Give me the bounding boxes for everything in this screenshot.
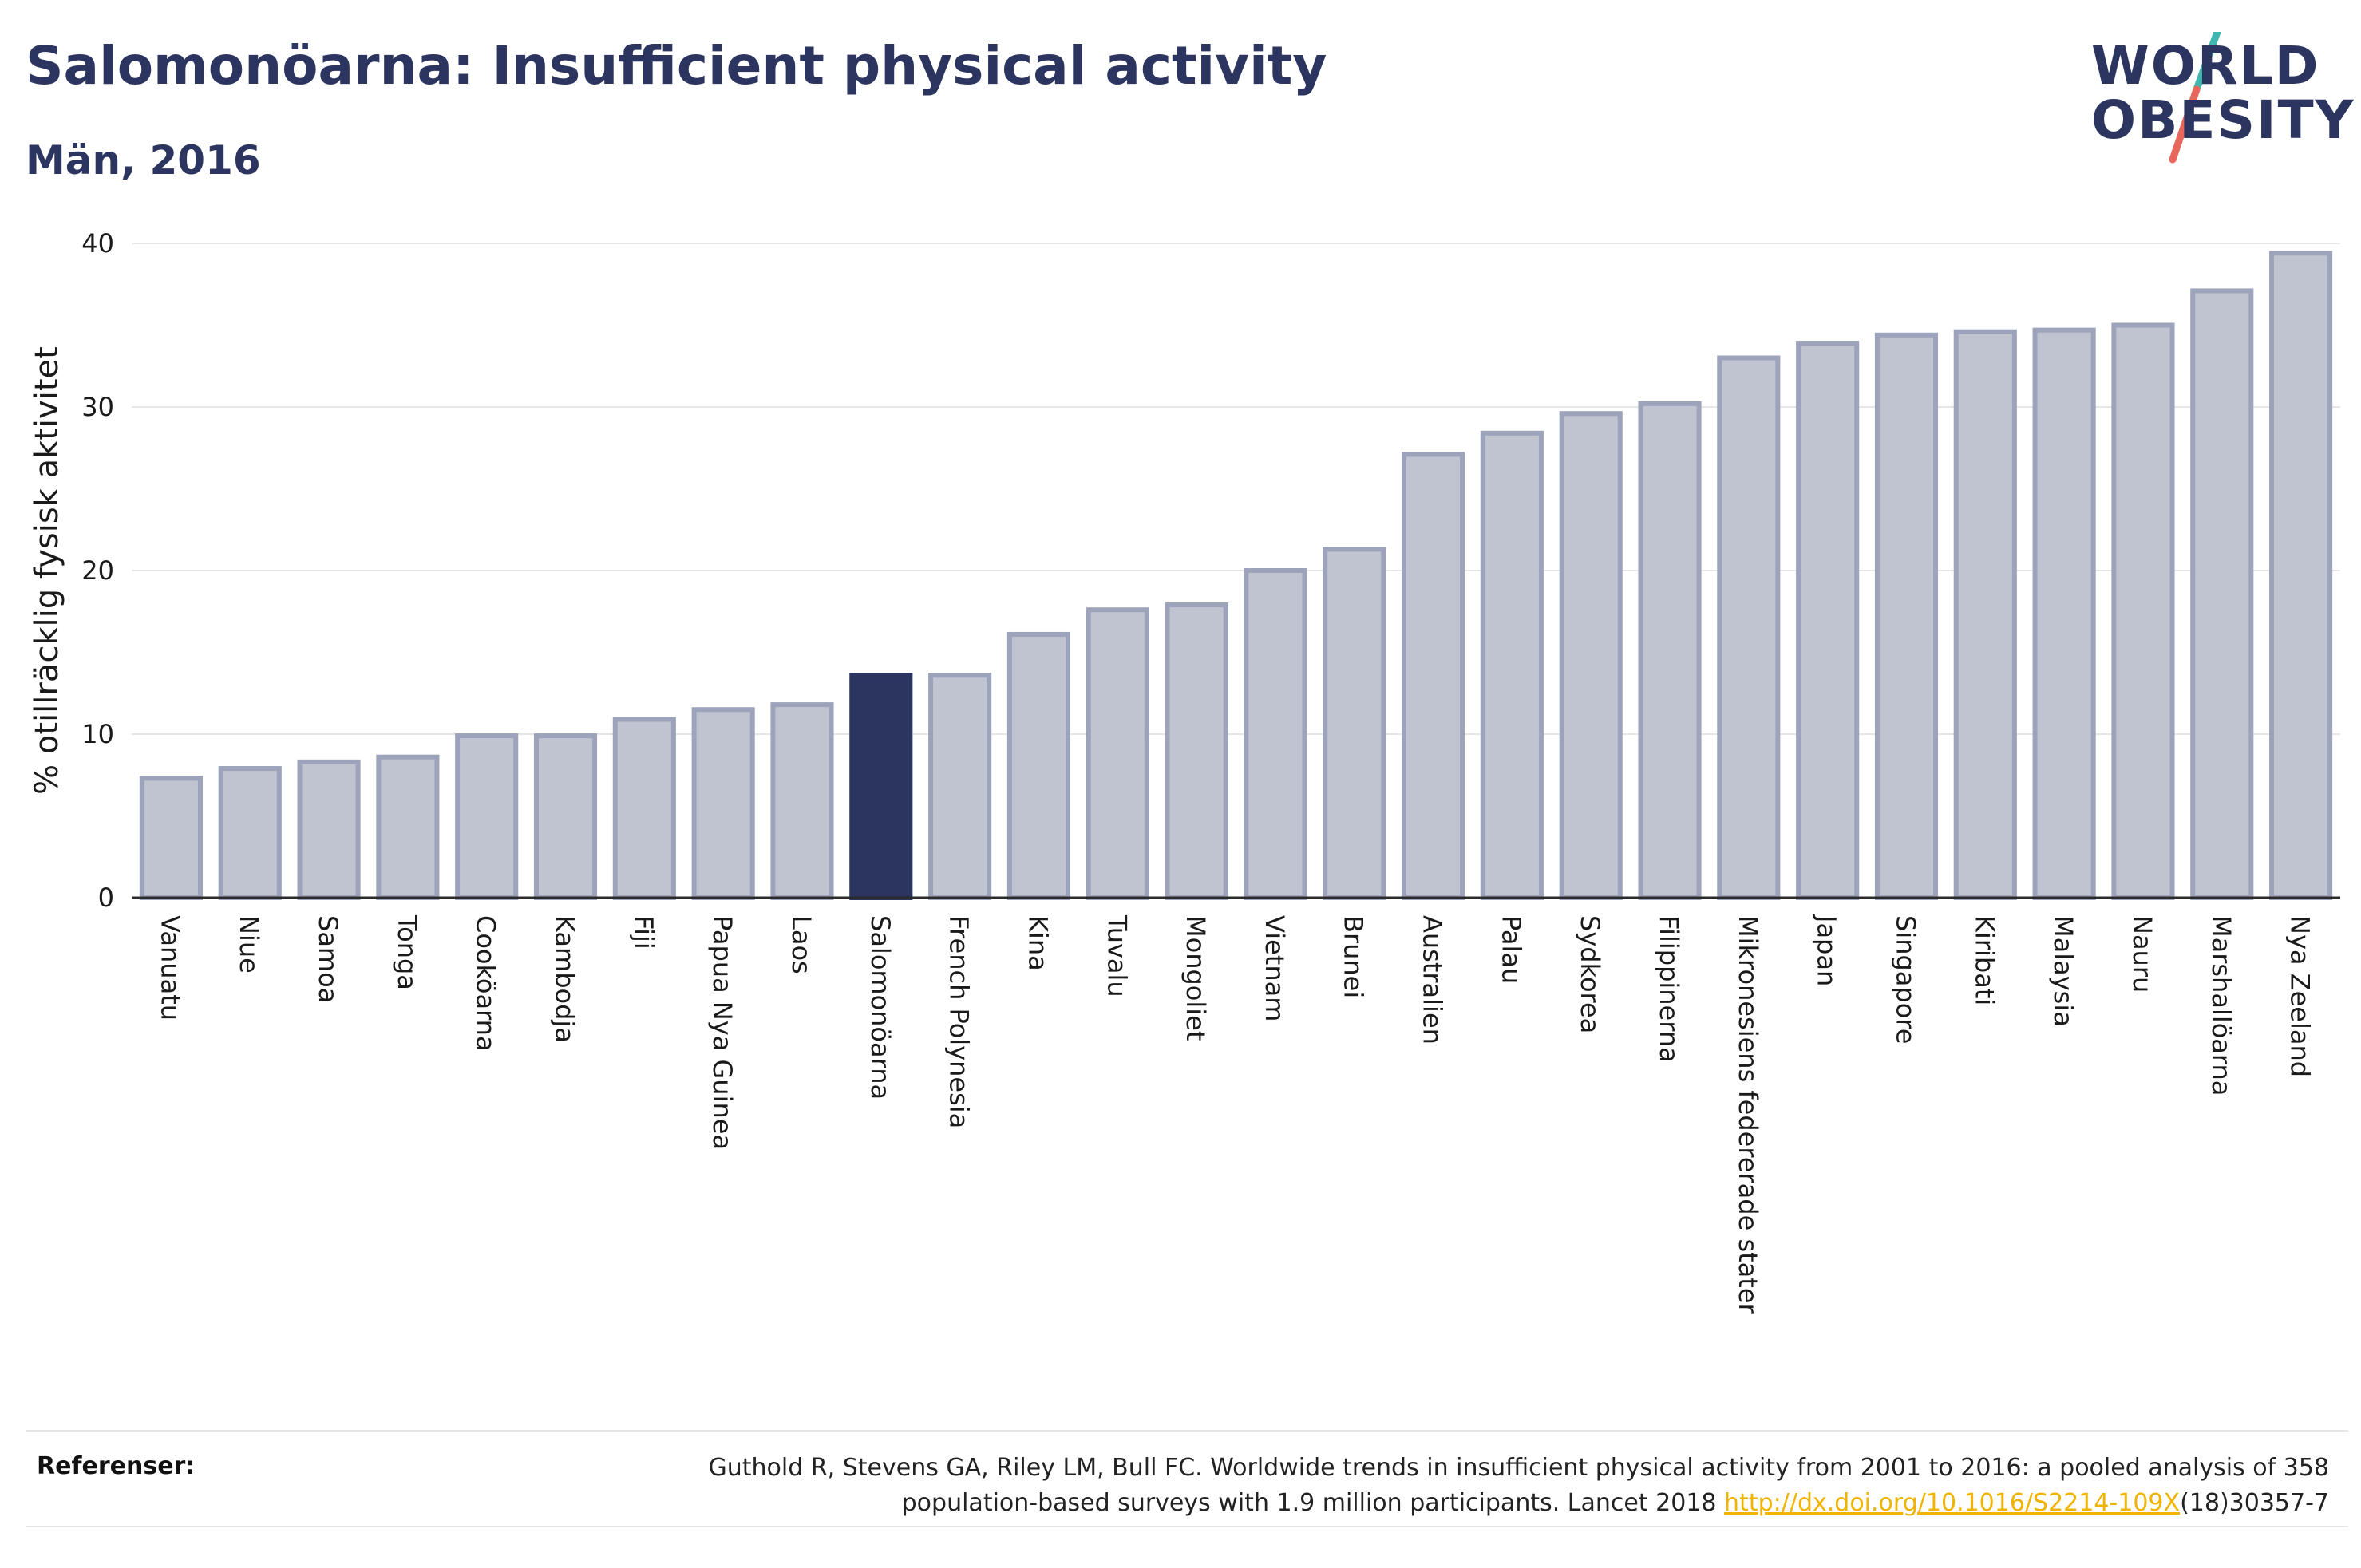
bar-vanuatu[interactable] [139,776,203,900]
y-tick-label: 10 [81,719,114,749]
x-category-label: Vietnam [1260,915,1290,1021]
x-category-label: French Polynesia [944,915,975,1128]
x-category-label: Mikronesiens federerade stater [1733,915,1763,1315]
bar-singapore[interactable] [1874,332,1939,901]
bar-palau[interactable] [1480,430,1544,900]
bar-salomonöarna[interactable] [849,673,913,900]
x-category-label: Cooköarna [471,915,501,1052]
references-text: Guthold R, Stevens GA, Riley LM, Bull FC… [493,1451,2329,1521]
bar-malaysia[interactable] [2032,327,2096,900]
bar-marshallöarna[interactable] [2190,288,2254,900]
bar-cooköarna[interactable] [455,733,519,900]
bar-vietnam[interactable] [1244,568,1307,900]
bar-sydkorea[interactable] [1559,411,1623,900]
bar-french-polynesia[interactable] [928,673,992,900]
references-label: Referenser: [37,1452,196,1480]
bar-brunei[interactable] [1323,547,1386,900]
x-category-label: Kina [1022,915,1053,971]
bar-niue[interactable] [218,766,282,900]
x-category-label: Kambodja [550,915,580,1043]
x-category-label: Salomonöarna [865,915,896,1100]
y-axis-title: % otillräcklig fysisk aktivitet [29,346,65,795]
x-axis-labels: Vanuatu Niue Samoa Tonga Cooköarna Kambodja Fi… [155,914,2315,1315]
references-line1: Guthold R, Stevens GA, Riley LM, Bull FC… [708,1454,2329,1482]
world-obesity-logo: WORLD OBESITY [2075,32,2353,176]
x-category-label: Samoa [313,915,343,1003]
logo-text-world: WORLD [2091,35,2320,97]
chart-subtitle: Män, 2016 [26,137,261,184]
bar-papua-nya-guinea[interactable] [691,707,755,900]
bar-mikronesiens-federerade-stater[interactable] [1717,355,1781,900]
bar-tonga[interactable] [376,754,440,901]
x-category-label: Vanuatu [155,915,185,1021]
x-category-label: Singapore [1890,915,1920,1044]
x-category-label: Sydkorea [1575,915,1605,1033]
x-category-label: Malaysia [2048,915,2078,1027]
bar-chart: 0 10 20 30 40 Vanuatu Niue Samoa Tonga Cooköarna… [29,228,2340,1315]
x-category-label: Mongoliet [1180,915,1211,1041]
x-category-label: Niue [234,915,264,974]
bars [139,251,2333,901]
references-top-rule [26,1430,2348,1432]
logo-slash-teal [2193,32,2221,93]
x-category-label: Fiji [628,915,658,950]
bar-nya-zeeland[interactable] [2269,251,2333,901]
references-bottom-rule [26,1526,2348,1527]
bar-nauru[interactable] [2111,322,2175,900]
x-category-label: Australien [1418,915,1448,1045]
bar-kina[interactable] [1006,631,1071,900]
bar-fiji[interactable] [612,717,676,900]
logo-slash-icon [2169,32,2221,164]
bar-laos[interactable] [770,702,834,900]
x-category-label: Nauru [2127,915,2157,993]
y-axis-ticks: 0 10 20 30 40 [81,228,114,913]
y-tick-label: 0 [98,883,114,913]
bar-australien[interactable] [1401,452,1465,900]
bar-japan[interactable] [1796,341,1860,901]
x-category-label: Marshallöarna [2206,915,2236,1096]
references-doi-link[interactable]: http://dx.doi.org/10.1016/S2214-109X [1724,1489,2181,1517]
y-tick-label: 40 [81,228,114,259]
x-category-label: Nya Zeeland [2285,915,2316,1077]
logo-slash-coral [2169,85,2201,164]
x-category-label: Palau [1496,915,1526,984]
x-category-label: Laos [786,915,817,974]
x-category-label: Papua Nya Guinea [707,915,738,1150]
logo-text-obesity: OBESITY [2091,89,2355,151]
bar-tuvalu[interactable] [1086,607,1149,900]
x-category-label: Kiribati [1969,915,1999,1005]
x-category-label: Japan [1812,914,1842,986]
bar-filippinerna[interactable] [1638,401,1702,900]
y-tick-label: 30 [81,392,114,422]
x-category-label: Tonga [392,914,422,990]
references-line2-end: (18)30357-7 [2180,1489,2329,1517]
bar-mongoliet[interactable] [1165,602,1228,900]
x-category-label: Filippinerna [1654,915,1684,1063]
chart-title: Salomonöarna: Insufficient physical acti… [26,35,1327,97]
y-tick-label: 20 [81,555,114,586]
bar-samoa[interactable] [297,759,361,900]
x-category-label: Tuvalu [1101,914,1132,997]
bar-kambodja[interactable] [533,733,598,900]
bar-kiribati[interactable] [1953,329,2017,900]
references-line2-start: population-based surveys with 1.9 millio… [901,1489,1725,1517]
x-category-label: Brunei [1339,915,1369,998]
